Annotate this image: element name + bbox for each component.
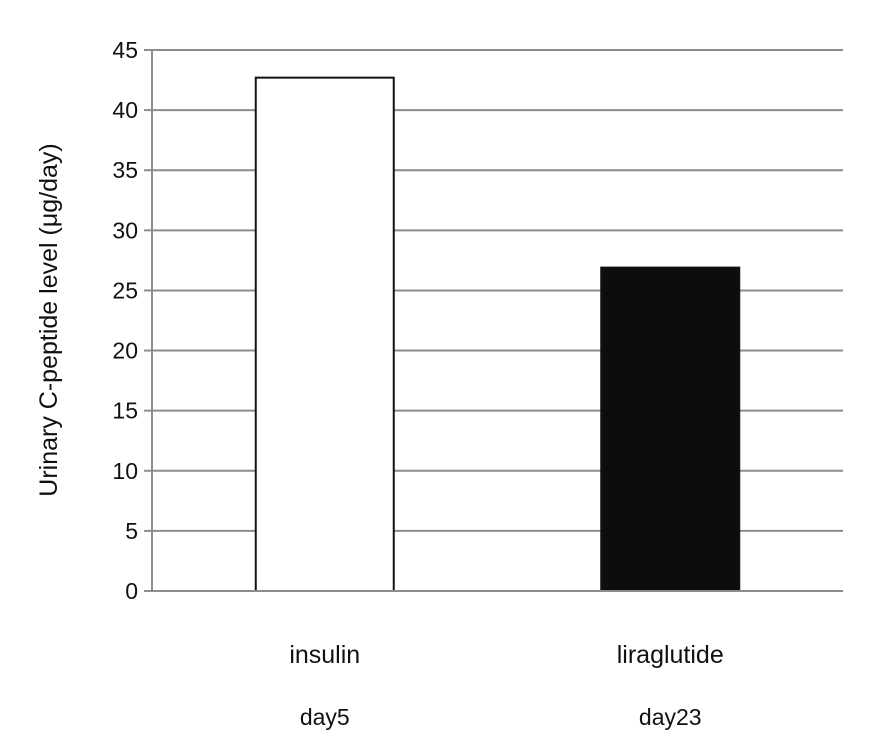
category-labels: insulin day5 liraglutide day23 xyxy=(289,641,723,730)
y-tick-label: 0 xyxy=(125,578,138,604)
y-tick-label: 25 xyxy=(112,277,138,303)
category-label: liraglutide xyxy=(617,641,724,669)
y-tick-label: 15 xyxy=(112,398,138,424)
y-tick-label: 5 xyxy=(125,518,138,544)
category-label: insulin xyxy=(289,641,360,669)
bars xyxy=(254,76,741,592)
y-axis-title: Urinary C-peptide level (μg/day) xyxy=(35,143,63,496)
category-sublabel: day23 xyxy=(639,704,702,730)
y-tick-label: 10 xyxy=(112,458,138,484)
category-sublabel: day5 xyxy=(300,704,350,730)
y-tick-label: 35 xyxy=(112,157,138,183)
y-tick-label: 30 xyxy=(112,217,138,243)
y-tick-label: 40 xyxy=(112,97,138,123)
y-tick-labels: 0 5 10 15 20 25 30 35 40 45 xyxy=(112,37,138,604)
y-tick-label: 20 xyxy=(112,338,138,364)
bar-insulin xyxy=(254,76,395,592)
y-tick-label: 45 xyxy=(112,37,138,63)
axes xyxy=(144,49,843,592)
bar-liraglutide xyxy=(600,266,741,592)
